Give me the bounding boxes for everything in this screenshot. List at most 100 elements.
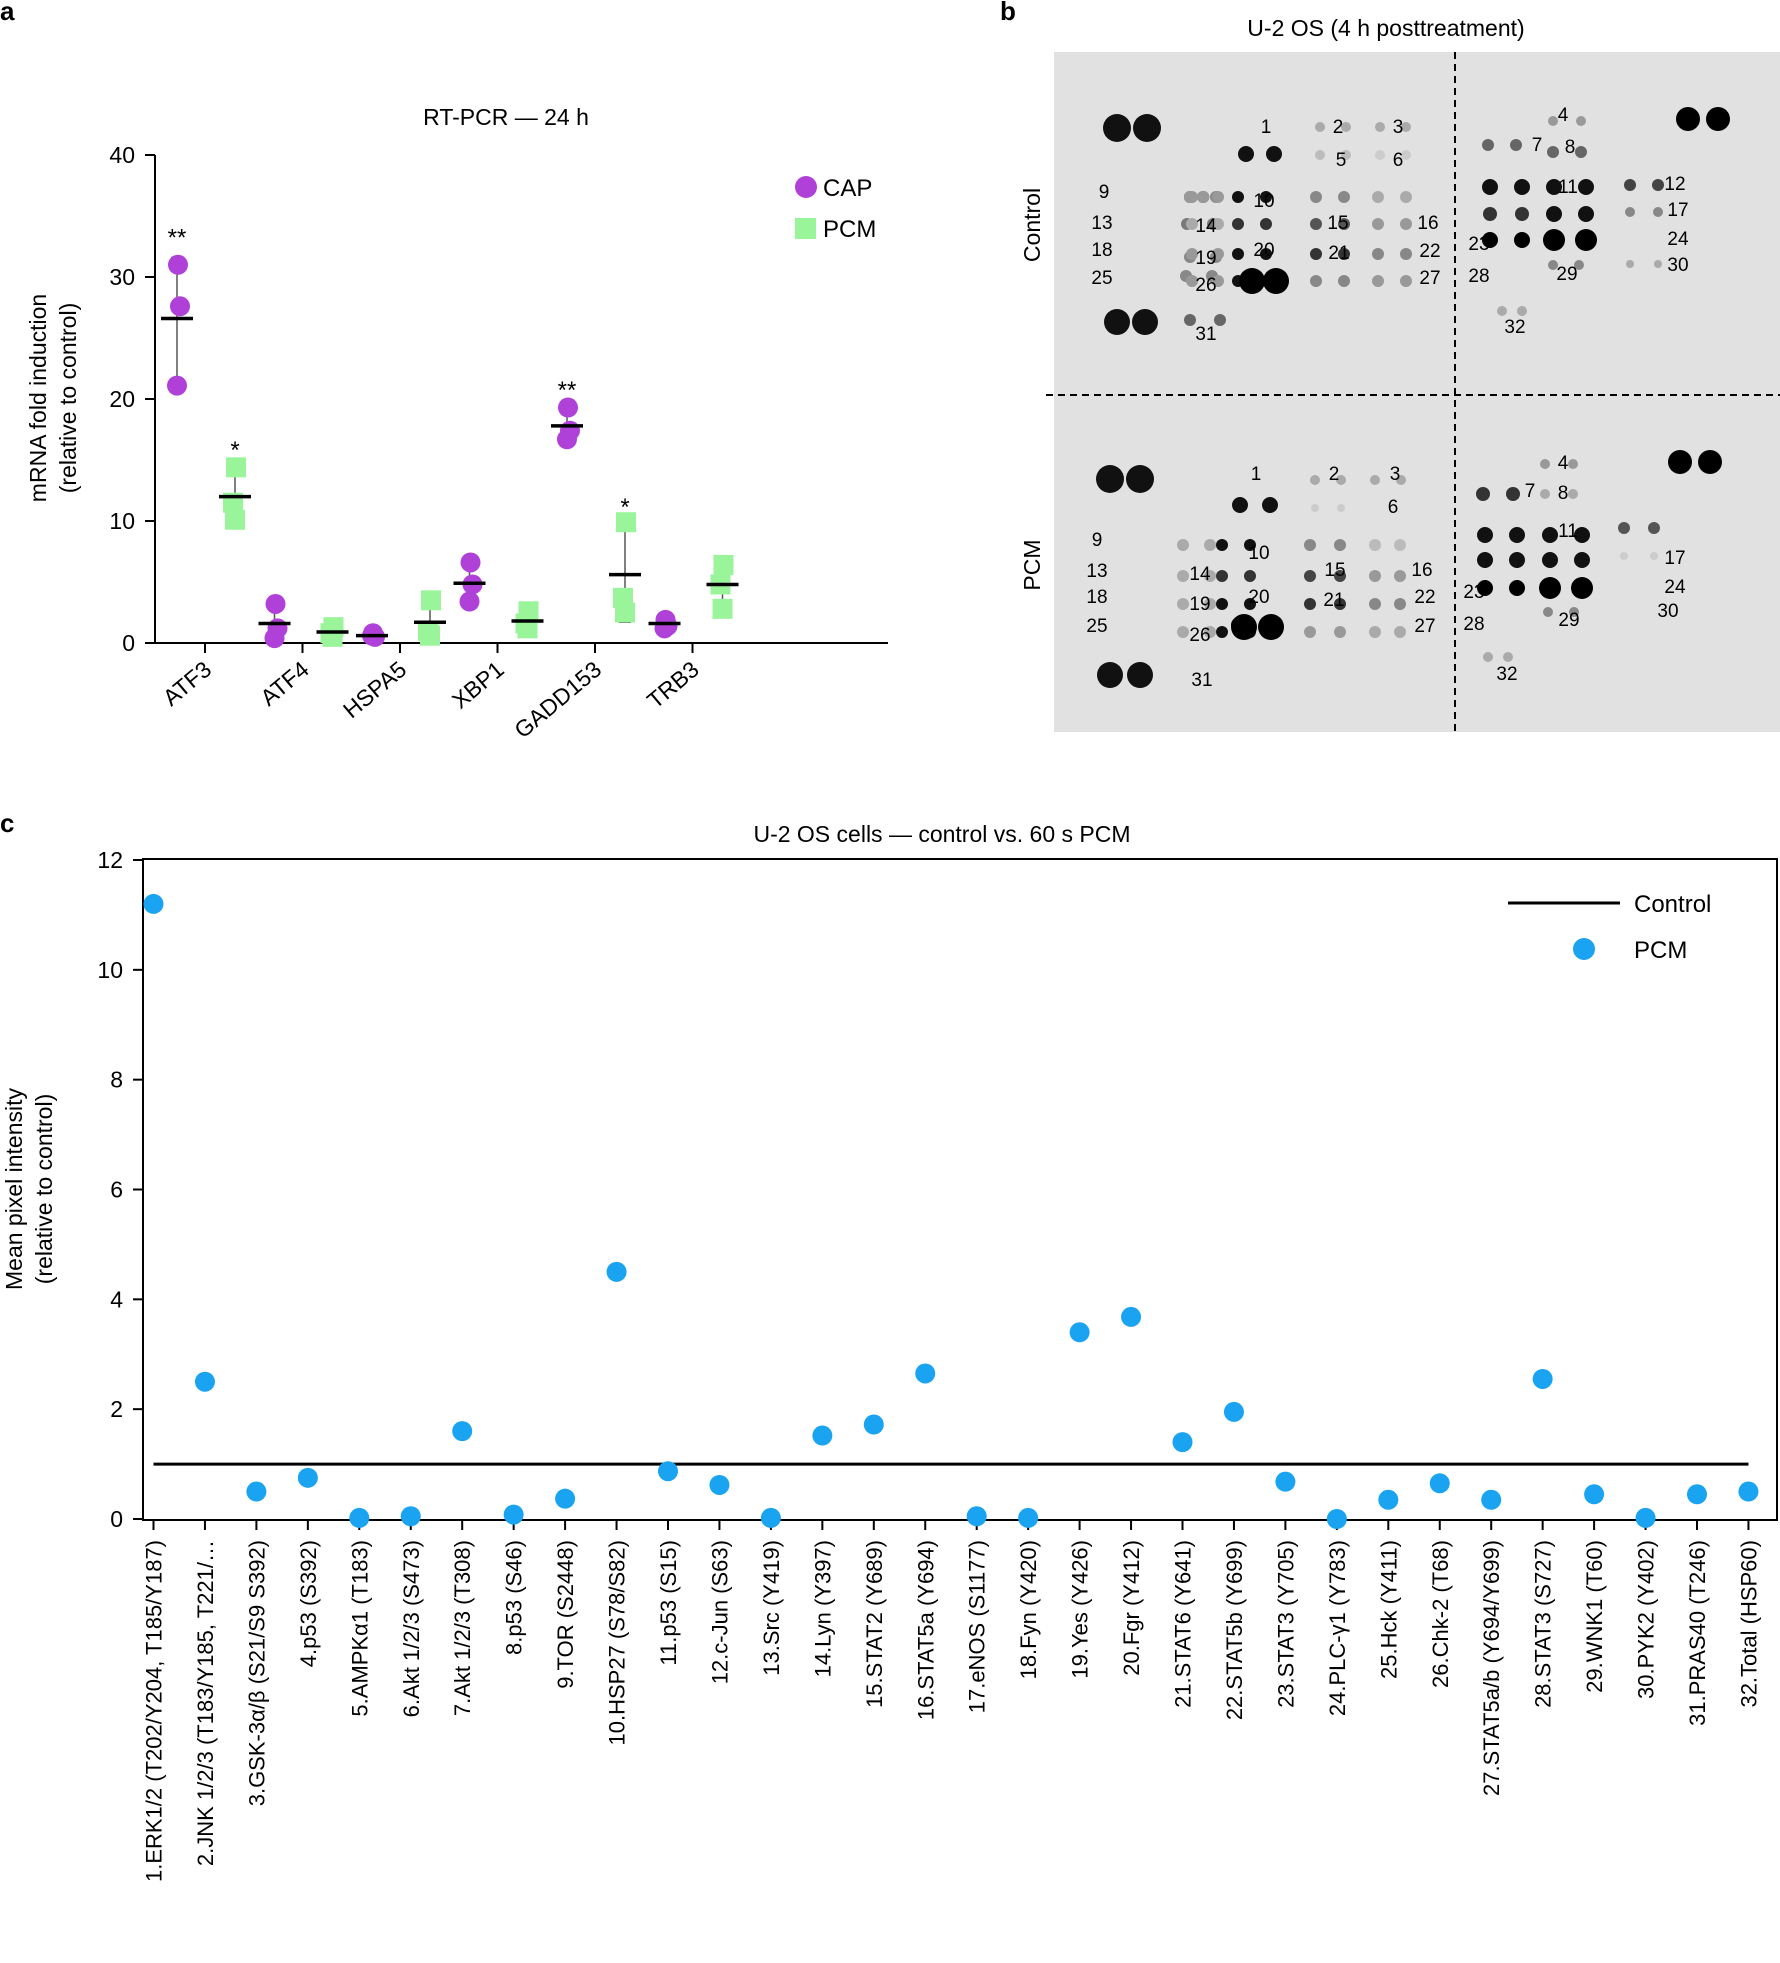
blot-spot [1546,179,1562,195]
panel-c-legend-control: Control [1634,891,1711,918]
blot-row-label-control: Control [1019,188,1045,262]
blot-spot [1260,191,1272,203]
panel-c-point [1635,1507,1656,1528]
blot-spot [1231,614,1257,640]
panel-c-point [1275,1471,1296,1492]
blot-spot [1097,662,1123,688]
blot-spot [1369,626,1381,638]
blot-spot-label-pcm: 10 [1248,543,1269,564]
panel-c-point [297,1467,318,1488]
panel-c-point [452,1421,473,1442]
panel-c-x-tick-label: 11.p53 (S15) [656,1540,681,1666]
blot-spot [1096,465,1124,493]
blot-spot [1372,191,1384,203]
blot-spot [1624,179,1636,191]
blot-spot [1503,652,1513,662]
blot-spot [1574,527,1590,543]
panel-a-x-tick-label: TRB3 [642,656,704,714]
panel-a-legend-cap-marker [795,176,817,198]
blot-spot [1394,570,1406,582]
blot-spot-label-pcm: 14 [1189,564,1211,585]
blot-spot [1212,275,1224,287]
blot-spot-label-pcm: 22 [1414,587,1435,608]
panel-a-point-cap [459,591,480,612]
panel-c-point [658,1461,678,1482]
blot-spot-label-control: 21 [1328,243,1349,264]
blot-spot [1244,570,1256,582]
blot-spot [1620,552,1628,560]
blot-spot [1625,207,1635,217]
blot-spot [1104,309,1130,335]
panel-c-y-tick-label: 6 [110,1177,123,1203]
panel-a-point-pcm [616,512,636,533]
panel-label-c: c [0,808,14,838]
blot-spot-label-pcm: 9 [1092,530,1103,551]
panel-c-x-tick-label: 6.Akt 1/2/3 (S473) [399,1540,424,1717]
blot-spot [1238,146,1254,162]
blot-spot [1477,552,1493,568]
blot-spot-label-control: 26 [1195,275,1216,296]
panel-a-point-pcm [420,625,440,646]
blot-spot [1127,662,1153,688]
panel-c-point [606,1261,627,1282]
blot-spot-label-control: 4 [1558,105,1569,126]
blot-spot-label-control: 1 [1261,117,1272,138]
blot-spot-label-pcm: 3 [1390,464,1401,485]
blot-spot [1676,107,1700,131]
panel-c-x-tick-label: 24.PLC-γ1 (Y783) [1325,1540,1350,1716]
blot-spot [1540,459,1550,469]
panel-c-x-tick-label: 20.Fgr (Y412) [1119,1540,1144,1676]
blot-spot-label-control: 12 [1664,174,1685,195]
panel-label-a: a [0,0,15,26]
blot-spot [1576,116,1586,126]
panel-c-x-tick-label: 19.Yes (Y426) [1068,1540,1093,1679]
panel-c-x-tick-label: 9.TOR (S2448) [553,1540,578,1689]
blot-spot [1260,218,1272,230]
panel-c-x-tick-label: 30.PYK2 (Y402) [1634,1540,1659,1699]
panel-c-x-tick-label: 10.HSP27 (S78/S82) [605,1540,630,1745]
panel-a-title: RT-PCR — 24 h [423,104,589,130]
blot-spot-label-control: 27 [1419,268,1440,289]
blot-spot-label-control: 10 [1253,191,1274,212]
blot-spot-label-control: 20 [1253,240,1274,261]
panel-a-point-cap [264,628,285,649]
panel-c-title: U-2 OS cells — control vs. 60 s PCM [753,821,1130,847]
panel-c-x-tick-label: 1.ERK1/2 (T202/Y204, T185/Y187) [142,1540,167,1882]
blot-spot [1310,248,1322,260]
panel-c-legend-pcm: PCM [1634,937,1687,964]
blot-spot [1370,475,1380,485]
blot-spot [1216,626,1228,638]
panel-a-point-cap [168,254,188,275]
blot-spot [1517,306,1527,316]
panel-a-x-tick-label: HSPA5 [338,656,411,723]
blot-spot [1477,527,1493,543]
blot-spot [1212,248,1224,260]
blot-spot [1548,260,1558,270]
blot-spot [1509,552,1525,568]
blot-spot [1311,504,1319,512]
panel-c-x-tick-label: 15.STAT2 (Y689) [862,1540,887,1708]
panel-c-x-tick-label: 25.Hck (Y411) [1376,1540,1401,1679]
panel-c-chart: U-2 OS cells — control vs. 60 s PCM Mean… [1,821,1778,1882]
blot-spot [1568,459,1578,469]
panel-a-ylabel2: (relative to control) [55,303,81,493]
panel-a-point-pcm [322,626,343,647]
blot-spot [1334,539,1346,551]
panel-a-point-cap [654,618,675,639]
blot-spot-label-control: 19 [1195,248,1216,269]
blot-spot [1232,248,1244,260]
blot-spot [1133,114,1161,142]
blot-spot [1568,489,1578,499]
panel-c-point [1018,1507,1039,1528]
blot-spot [1177,626,1189,638]
panel-c-x-tick-label: 16.STAT5a (Y694) [913,1540,938,1720]
blot-spot [1315,150,1325,160]
blot-spot [1338,218,1350,230]
blot-spot-label-control: 13 [1091,213,1112,234]
panel-a-point-pcm [615,602,635,623]
panel-c-point [400,1506,421,1527]
blot-spot [1334,570,1346,582]
blot-spot [1372,218,1384,230]
blot-spot-label-control: 29 [1556,264,1577,285]
panel-c-x-tick-label: 26.Chk-2 (T68) [1428,1540,1453,1688]
